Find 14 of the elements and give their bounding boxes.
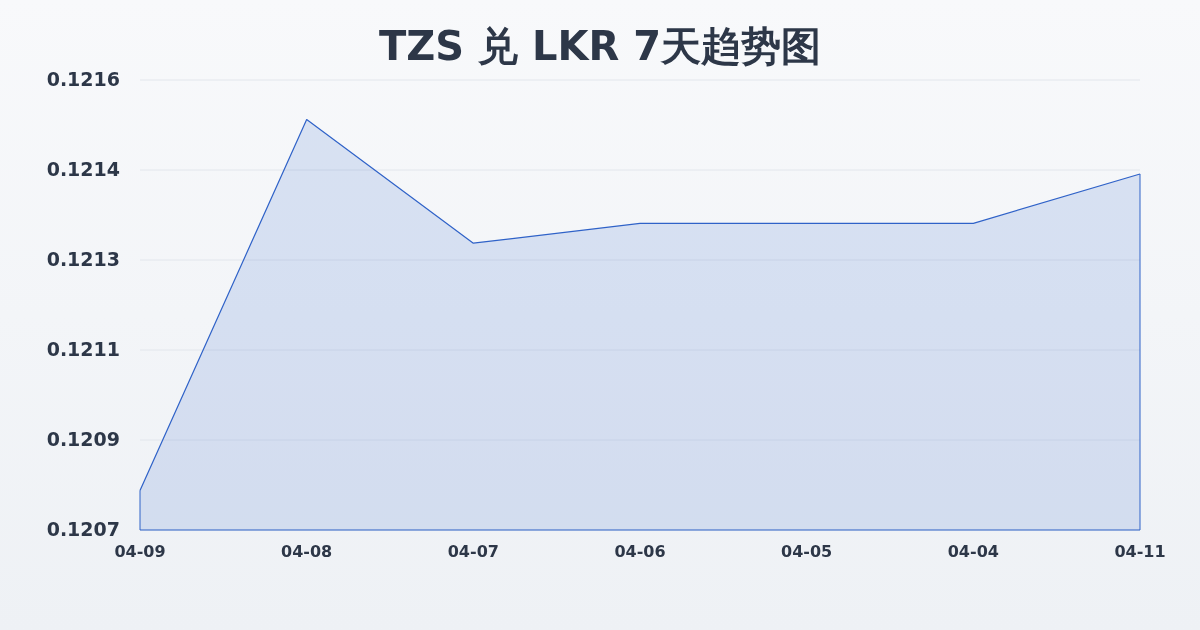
y-tick-label: 0.1211 — [46, 338, 120, 360]
y-tick-label: 0.1209 — [46, 428, 120, 450]
x-tick-label: 04-06 — [614, 542, 666, 561]
x-tick-label: 04-09 — [114, 542, 166, 561]
x-tick-label: 04-04 — [947, 542, 999, 561]
x-tick-label: 04-05 — [781, 542, 833, 561]
y-tick-label: 0.1214 — [46, 158, 120, 180]
y-tick-label: 0.1207 — [46, 518, 120, 540]
x-tick-label: 04-11 — [1114, 542, 1166, 561]
y-tick-label: 0.1216 — [46, 68, 120, 90]
x-tick-label: 04-08 — [281, 542, 333, 561]
x-tick-label: 04-07 — [447, 542, 499, 561]
chart-title: TZS 兑 LKR 7天趋势图 — [379, 23, 821, 69]
y-tick-label: 0.1213 — [46, 248, 120, 270]
